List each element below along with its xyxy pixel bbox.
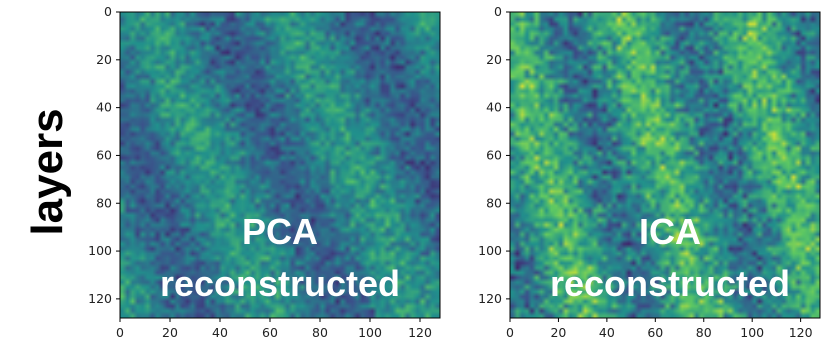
- x-tick-label: 60: [647, 325, 663, 340]
- y-tick-label: 120: [88, 291, 112, 306]
- y-tick-label: 60: [96, 147, 112, 162]
- heatmap-image: [120, 12, 440, 318]
- heatmap-image: [510, 12, 820, 318]
- x-tick-label: 40: [599, 325, 615, 340]
- x-tick-label: 120: [408, 325, 432, 340]
- y-axis-label: layers: [23, 108, 72, 235]
- y-tick-label: 40: [486, 100, 502, 115]
- heatmap-panel-1: 0 20 40 60 80 100 120 0 20 40 60 80 100 120 PCA reconst…: [88, 4, 441, 340]
- y-tick-label: 20: [96, 52, 112, 67]
- x-tick-label: 80: [312, 325, 328, 340]
- y-tick-label: 60: [486, 147, 502, 162]
- x-tick-label: 120: [789, 325, 813, 340]
- y-tick-label: 100: [88, 243, 112, 258]
- y-tick-label: 120: [478, 291, 502, 306]
- x-tick-label: 100: [358, 325, 382, 340]
- x-tick-label: 20: [162, 325, 178, 340]
- overlay-label-line-1: ICA: [639, 211, 701, 252]
- y-tick-label: 80: [96, 195, 112, 210]
- axes-frame: [509, 11, 821, 319]
- x-tick-label: 60: [262, 325, 278, 340]
- y-tick-label: 100: [478, 243, 502, 258]
- heatmap-panel-2: 0 20 40 60 80 100 120 0 20 40 60 80 100 120 ICA reconst…: [478, 4, 821, 340]
- y-tick-label: 80: [486, 195, 502, 210]
- y-tick-label: 0: [494, 4, 502, 19]
- overlay-label-line-2: reconstructed: [160, 263, 400, 304]
- x-tick-label: 0: [506, 325, 514, 340]
- x-tick-label: 100: [740, 325, 764, 340]
- y-tick-label: 0: [104, 4, 112, 19]
- y-tick-label: 20: [486, 52, 502, 67]
- x-tick-label: 80: [696, 325, 712, 340]
- axes-frame: [119, 11, 441, 319]
- overlay-label-line-1: PCA: [242, 211, 318, 252]
- y-tick-label: 40: [96, 100, 112, 115]
- x-tick-label: 40: [212, 325, 228, 340]
- overlay-label-line-2: reconstructed: [550, 263, 790, 304]
- x-tick-label: 20: [550, 325, 566, 340]
- x-tick-label: 0: [116, 325, 124, 340]
